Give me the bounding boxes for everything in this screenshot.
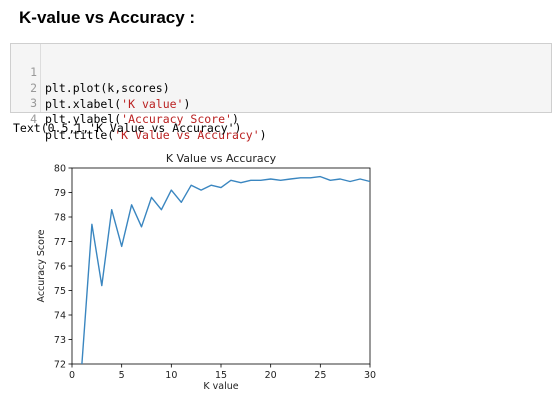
cell-output-text: Text(0.5,1,'K Value vs Accuracy') (13, 121, 242, 135)
y-tick-label: 72 (54, 360, 66, 371)
y-tick-label: 80 (54, 164, 66, 175)
y-axis-label: Accuracy Score (36, 229, 47, 302)
x-tick-label: 20 (265, 370, 277, 381)
line-number: 1 (30, 65, 37, 79)
y-tick-label: 74 (54, 311, 66, 322)
x-tick-label: 15 (215, 370, 227, 381)
code-text: plt.title('K Value vs Accuracy') (45, 127, 267, 142)
code-text: plt.plot(k,scores) (45, 81, 170, 95)
line-number-gutter (11, 44, 41, 112)
code-line: 4 plt.title('K Value vs Accuracy') (11, 95, 551, 142)
y-tick-label: 79 (54, 188, 66, 199)
code-line: 2 plt.xlabel('K value') (11, 64, 551, 111)
chart-title: K Value vs Accuracy (166, 152, 277, 165)
code-line: 3 plt.ylabel('Accuracy Score') (11, 79, 551, 126)
plot-frame (71, 167, 371, 365)
code-text: plt.ylabel('Accuracy Score') (45, 112, 239, 126)
y-tick-label: 76 (54, 262, 66, 273)
y-tick-label: 78 (54, 213, 66, 224)
line-number: 2 (30, 80, 37, 95)
line-number: 4 (30, 111, 37, 126)
code-line: 1 plt.plot(k,scores) (11, 48, 551, 95)
code-text: plt.xlabel('K value') (45, 96, 191, 111)
series-line (81, 175, 371, 365)
section-heading: K-value vs Accuracy : (19, 8, 196, 27)
line-number: 3 (30, 96, 37, 110)
x-tick-label: 10 (165, 370, 177, 381)
x-tick-label: 5 (119, 370, 125, 381)
x-tick-label: 0 (69, 370, 75, 381)
y-tick-label: 73 (54, 335, 66, 346)
x-tick-label: 30 (364, 370, 376, 381)
x-axis-label: K value (203, 381, 238, 392)
y-tick-label: 75 (54, 286, 66, 297)
x-tick-label: 25 (314, 370, 326, 381)
code-cell[interactable]: 1 plt.plot(k,scores) 2 plt.xlabel('K val… (10, 43, 552, 142)
y-tick-label: 77 (54, 237, 66, 248)
